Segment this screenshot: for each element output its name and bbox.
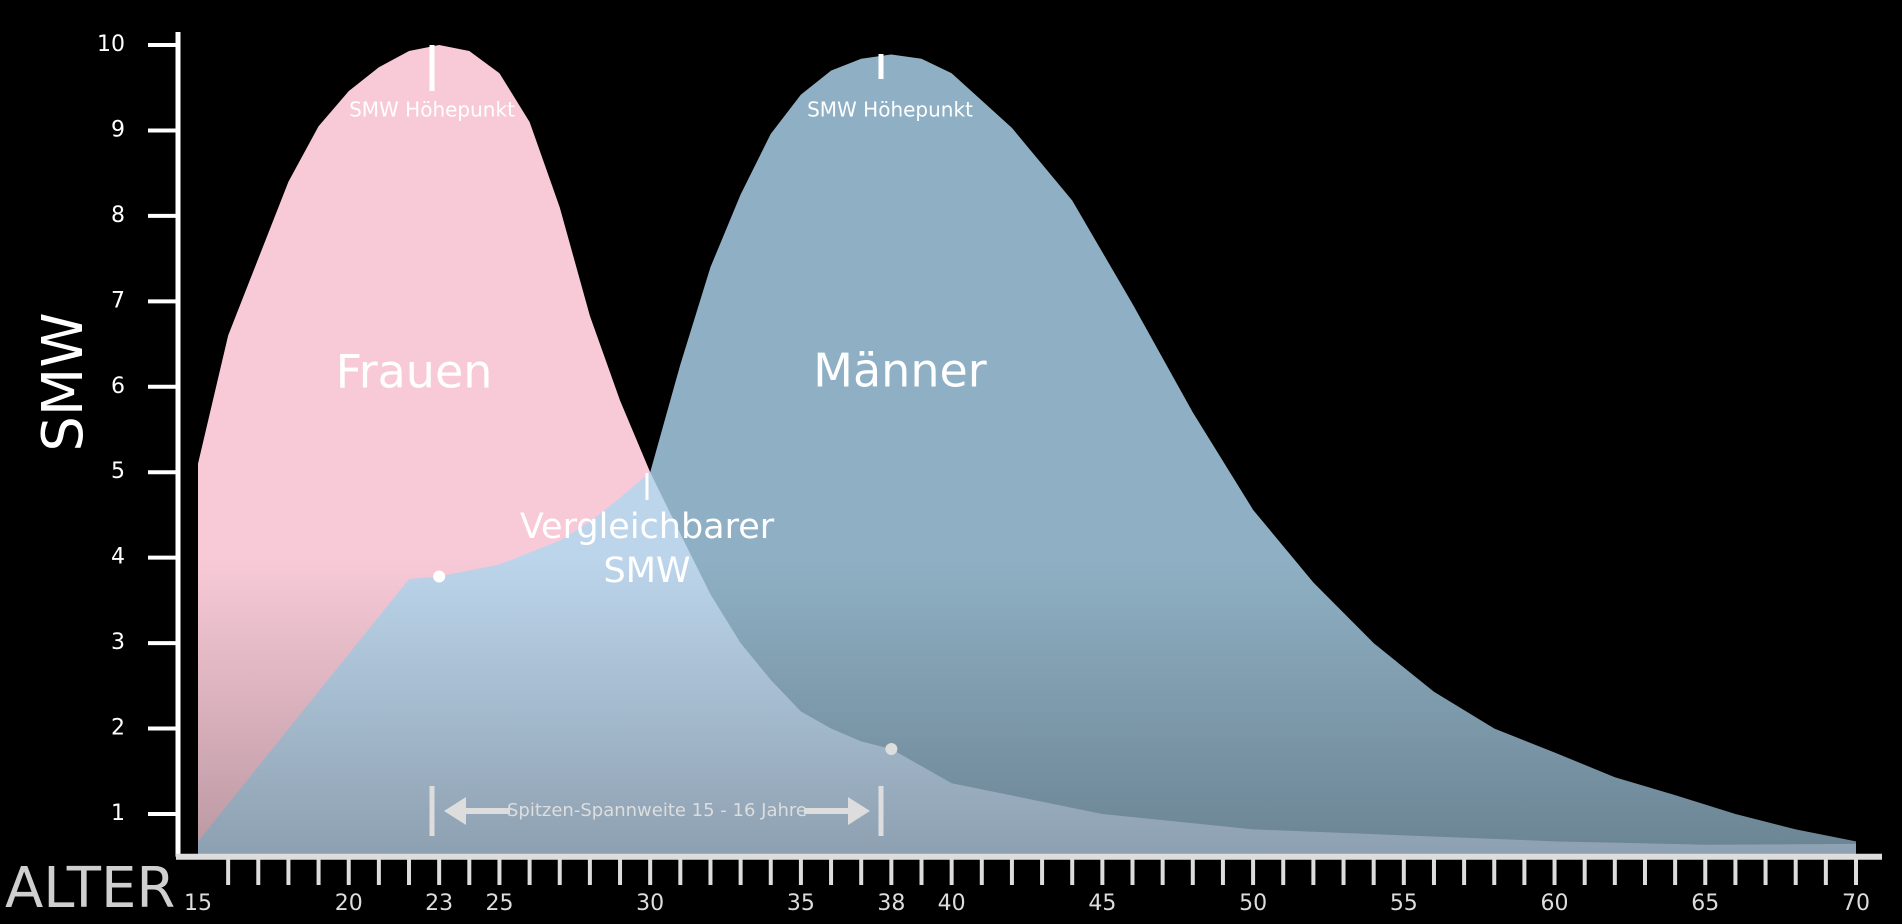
y-tick-label: 1 — [111, 801, 125, 826]
series-label: Frauen — [336, 345, 493, 399]
x-tick-label: 40 — [938, 891, 966, 916]
y-axis-label: SMW — [31, 312, 96, 451]
x-tick-label: 15 — [184, 891, 212, 916]
y-tick-label: 6 — [111, 374, 125, 399]
peak-label: SMW Höhepunkt — [807, 98, 973, 122]
x-tick-label: 55 — [1390, 891, 1418, 916]
annotation: SMW — [603, 551, 690, 591]
x-axis-label: ALTER — [5, 856, 175, 921]
x-tick-label: 60 — [1541, 891, 1569, 916]
span-arrow — [444, 797, 466, 825]
x-tick-label: 35 — [787, 891, 815, 916]
span-arrow — [848, 797, 870, 825]
x-tick-label: 38 — [877, 891, 905, 916]
point — [885, 743, 898, 756]
y-tick-label: 8 — [111, 203, 125, 228]
peak-label: SMW Höhepunkt — [349, 98, 515, 122]
annotation: Vergleichbarer — [520, 507, 775, 547]
x-tick-label: 65 — [1691, 891, 1719, 916]
y-tick-label: 10 — [97, 32, 125, 57]
annotations: SMW Höhepunkt SMW Höhepunkt Frauen Männe… — [336, 45, 987, 836]
x-tick-label: 50 — [1239, 891, 1267, 916]
x-tick-label: 20 — [335, 891, 363, 916]
y-tick-label: 3 — [111, 630, 125, 655]
y-tick-label: 9 — [111, 117, 125, 142]
series-label: Männer — [813, 344, 986, 398]
y-tick-label: 2 — [111, 716, 125, 741]
span-label: Spitzen-Spannweite 15 - 16 Jahre — [507, 800, 807, 821]
y-tick-label: 4 — [111, 545, 125, 570]
x-tick-label: 30 — [636, 891, 664, 916]
x-tick-label: 23 — [425, 891, 453, 916]
x-tick-label: 45 — [1088, 891, 1116, 916]
y-tick-label: 7 — [111, 288, 125, 313]
y-tick-label: 5 — [111, 459, 125, 484]
x-tick-label: 70 — [1842, 891, 1870, 916]
point — [433, 570, 446, 583]
x-tick-label: 25 — [485, 891, 513, 916]
